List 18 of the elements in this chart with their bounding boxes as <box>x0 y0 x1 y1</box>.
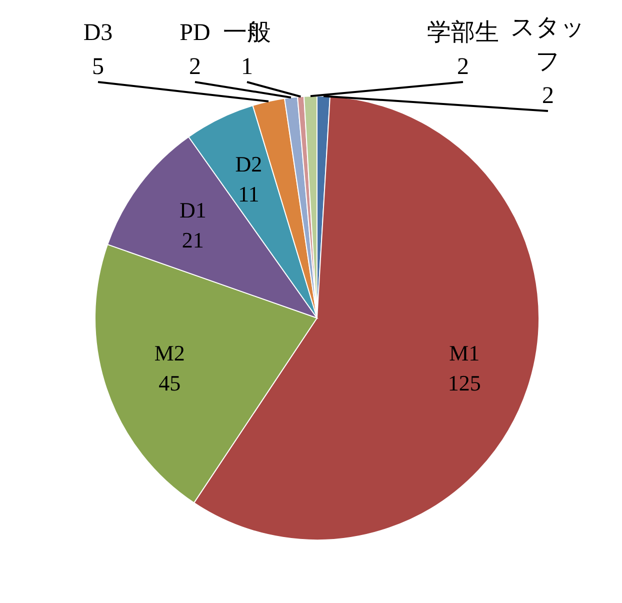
data-label: 125 <box>448 370 481 396</box>
data-label: 2 <box>542 83 554 109</box>
data-label: 2 <box>457 54 469 80</box>
slice-label: PD <box>180 20 210 46</box>
slice-label: 一般 <box>223 20 271 46</box>
slice-label: D3 <box>83 20 113 46</box>
data-label: 1 <box>241 54 253 80</box>
slice-label: 学部生 <box>427 19 499 46</box>
slice-label: D1 <box>179 197 206 222</box>
slice-label: D2 <box>235 151 262 176</box>
data-label: 2 <box>189 54 201 80</box>
data-label: 11 <box>238 181 260 206</box>
slice-label: スタッフ <box>510 15 586 75</box>
data-label: 5 <box>92 54 104 80</box>
slice-label: M1 <box>449 340 480 366</box>
data-label: 45 <box>158 370 181 396</box>
data-label: 21 <box>182 227 204 252</box>
slice-label: M2 <box>154 340 185 366</box>
